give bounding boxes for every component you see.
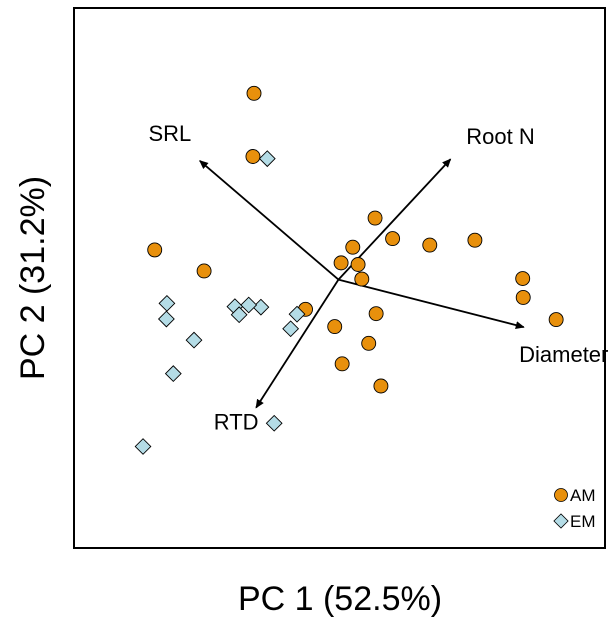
- point-em-6: [240, 296, 258, 314]
- point-am-8: [467, 232, 483, 248]
- point-am-9: [333, 255, 349, 271]
- point-em-11: [265, 414, 283, 432]
- legend-marker-am: [554, 488, 568, 502]
- point-am-10: [345, 239, 361, 255]
- x-axis-label: PC 1 (52.5%): [238, 580, 442, 618]
- vector-label-diameter: Diameter: [519, 342, 608, 367]
- point-em-3: [288, 305, 306, 323]
- point-em-1: [158, 294, 176, 312]
- point-am-15: [548, 312, 564, 328]
- point-am-5: [367, 210, 383, 226]
- legend-label-em: EM: [570, 512, 596, 531]
- point-am-17: [368, 306, 384, 322]
- point-em-0: [258, 150, 276, 168]
- vector-label-root-n: Root N: [466, 124, 534, 149]
- point-em-4: [157, 310, 175, 328]
- point-em-7: [230, 306, 248, 324]
- point-em-10: [164, 365, 182, 382]
- point-am-18: [361, 335, 377, 351]
- point-am-1: [245, 149, 261, 164]
- point-em-9: [185, 331, 203, 349]
- vector-label-rtd: RTD: [214, 410, 259, 435]
- point-am-14: [515, 289, 531, 305]
- point-am-6: [385, 231, 401, 247]
- point-am-11: [350, 257, 366, 272]
- vector-label-srl: SRL: [148, 121, 191, 146]
- point-am-20: [373, 378, 389, 394]
- point-am-0: [246, 85, 262, 101]
- point-am-19: [334, 356, 350, 372]
- data-points: [134, 85, 564, 455]
- plot-frame: [73, 7, 606, 549]
- vector-arrow-rtd: [255, 279, 340, 409]
- point-em-12: [134, 438, 152, 455]
- point-am-12: [354, 271, 370, 287]
- y-axis-label: PC 2 (31.2%): [14, 176, 52, 380]
- point-am-13: [515, 271, 531, 286]
- point-am-3: [196, 263, 212, 279]
- point-am-7: [422, 237, 438, 253]
- legend-marker-em: [553, 513, 569, 529]
- legend: AM EM: [553, 486, 596, 531]
- vector-arrow-srl: [199, 160, 340, 281]
- point-am-16: [327, 319, 343, 335]
- point-em-8: [282, 320, 300, 338]
- vector-arrow-diameter: [338, 278, 525, 330]
- point-am-2: [147, 242, 163, 258]
- legend-label-am: AM: [570, 486, 596, 505]
- point-em-2: [252, 298, 270, 316]
